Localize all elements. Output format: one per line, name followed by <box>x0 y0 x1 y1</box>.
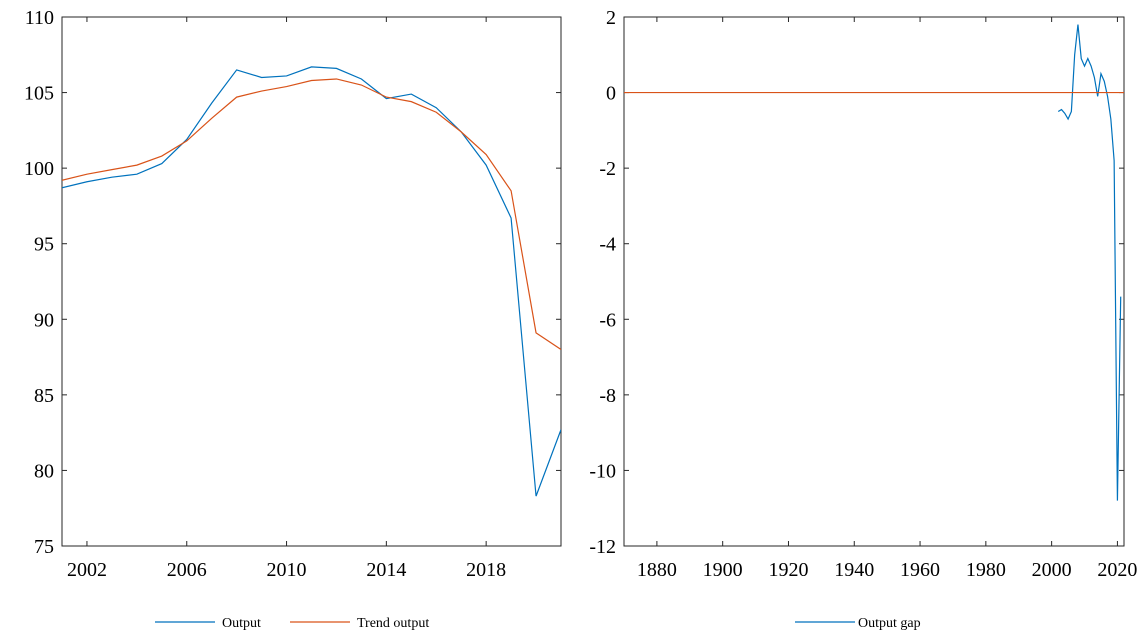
y-tick-label: -6 <box>599 309 616 331</box>
legend-left: Output Trend output <box>155 616 429 631</box>
y-tick-label: 80 <box>34 460 54 482</box>
chart-left-output: 2002 2006 2010 2014 2018 75 80 85 90 95 100 105 110 <box>24 7 562 581</box>
series-line-trend-output <box>62 78 561 351</box>
x-tick-label: 1880 <box>637 559 677 581</box>
legend-label: Output <box>222 616 261 631</box>
chart-right-output-gap: 1880 1900 1920 1940 1960 1980 2000 2020 -12 -10 -8… <box>589 7 1137 581</box>
x-tick-label: 1960 <box>900 559 940 581</box>
x-tick-label: 2018 <box>466 559 506 581</box>
plot-frame <box>623 16 1125 547</box>
series-line-output <box>62 66 561 497</box>
y-tick-label: -2 <box>599 158 616 180</box>
y-tick-label: 0 <box>606 83 616 105</box>
y-tick-label: -4 <box>599 234 616 256</box>
y-tick-label: 90 <box>34 309 54 331</box>
y-tick-label: 95 <box>34 234 54 256</box>
y-tick-label: 110 <box>25 7 54 29</box>
series-line-output-gap <box>1057 24 1122 501</box>
y-tick-label: -12 <box>589 536 616 558</box>
y-tick-label: 100 <box>24 158 54 180</box>
legend-label: Trend output <box>357 616 429 631</box>
x-tick-label: 1980 <box>966 559 1006 581</box>
x-tick-label: 1920 <box>768 559 808 581</box>
y-tick-label: 2 <box>606 7 616 29</box>
y-tick-label: -10 <box>589 460 616 482</box>
plot-frame <box>61 16 562 547</box>
y-tick-label: 75 <box>34 536 54 558</box>
legend-label: Output gap <box>858 616 921 631</box>
legend-right: Output gap <box>795 616 921 631</box>
x-tick-label: 2010 <box>267 559 307 581</box>
y-tick-label: 85 <box>34 385 54 407</box>
y-tick-label: -8 <box>599 385 616 407</box>
x-tick-label: 2002 <box>67 559 107 581</box>
x-tick-label: 2020 <box>1097 559 1137 581</box>
x-tick-label: 1940 <box>834 559 874 581</box>
y-tick-label: 105 <box>24 83 54 105</box>
x-tick-label: 2014 <box>366 559 406 581</box>
x-tick-label: 2000 <box>1032 559 1072 581</box>
x-tick-label: 1900 <box>703 559 743 581</box>
x-tick-label: 2006 <box>167 559 207 581</box>
